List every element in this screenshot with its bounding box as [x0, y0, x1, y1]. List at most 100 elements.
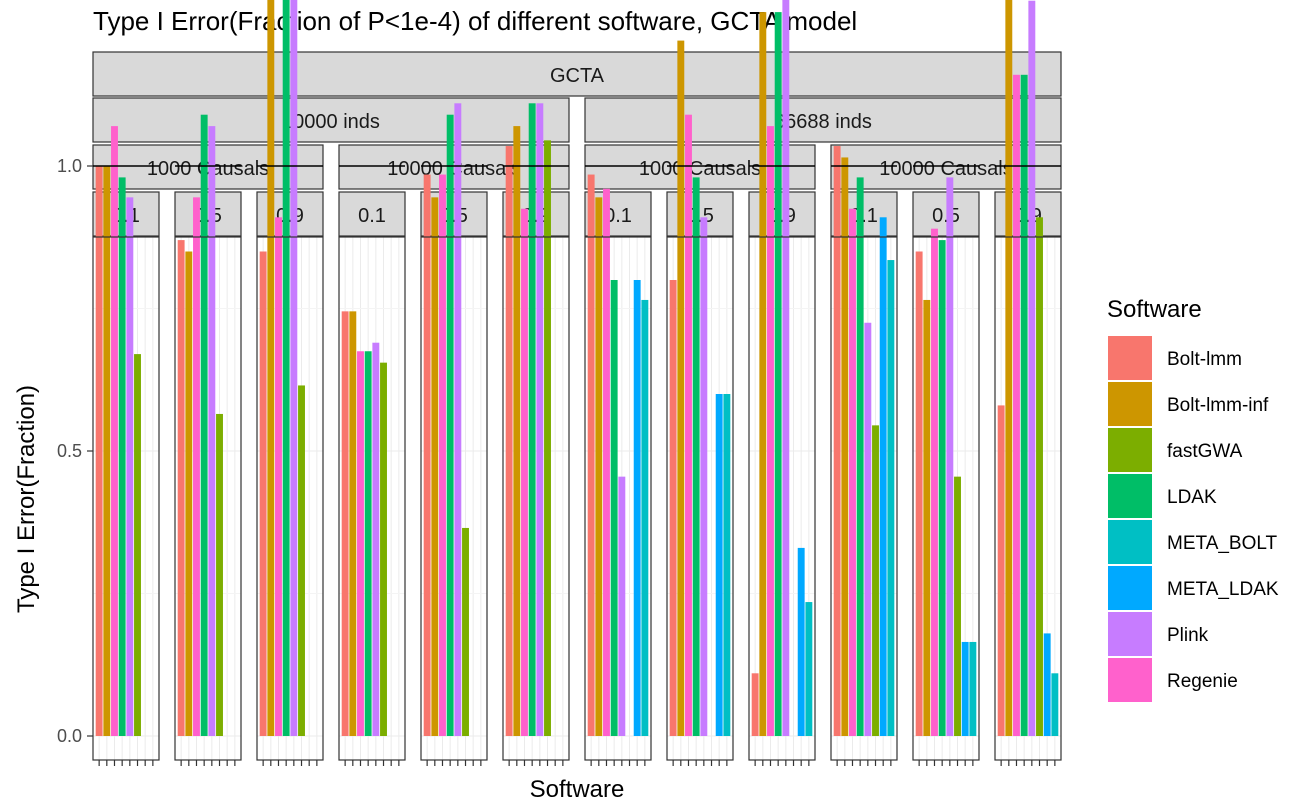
bar-plink — [536, 103, 544, 737]
legend-key-plink — [1108, 612, 1152, 656]
legend-label: Bolt-lmm-inf — [1167, 395, 1269, 416]
bar-bolt-lmm-inf — [267, 0, 275, 736]
bar-ldak — [774, 12, 782, 737]
bar-bolt-lmm — [341, 311, 349, 736]
bar-bolt-lmm — [587, 174, 595, 737]
legend-label: META_BOLT — [1167, 533, 1278, 554]
bar-plink — [454, 103, 462, 737]
bar-ldak — [856, 177, 864, 736]
bar-fastgwa — [872, 425, 879, 736]
bar-meta_ldak — [1043, 633, 1051, 736]
strip-panel — [174, 191, 242, 237]
bar-bolt-lmm-inf — [1005, 0, 1013, 737]
bar-ldak — [200, 114, 208, 736]
y-axis: 0.00.51.01.5 — [57, 156, 93, 746]
legend-key-regenie — [1108, 658, 1152, 702]
strip-panel-label: 0.5 — [932, 205, 960, 227]
bar-ldak — [938, 240, 946, 736]
legend-label: META_LDAK — [1167, 579, 1279, 600]
bar-bolt-lmm — [95, 166, 103, 736]
legend-key-ldak — [1108, 474, 1152, 518]
facet-panels — [92, 0, 1062, 766]
panel — [584, 165, 652, 766]
strip-group — [584, 97, 1062, 143]
bar-fastgwa — [462, 527, 469, 736]
bar-regenie — [849, 208, 856, 736]
strip-model-label: GCTA — [550, 65, 605, 87]
panel — [666, 40, 734, 766]
bar-bolt-lmm-inf — [595, 197, 603, 737]
bar-meta_bolt — [887, 260, 895, 736]
legend-key-bolt-lmm — [1108, 336, 1152, 380]
y-tick-label: 1.0 — [57, 156, 82, 176]
strip-group-label: 66688 inds — [774, 111, 872, 133]
panel-border — [748, 236, 816, 761]
bar-ldak — [1020, 74, 1028, 737]
legend-label: Regenie — [1167, 671, 1238, 692]
bar-ldak — [118, 177, 126, 736]
bar-regenie — [685, 114, 692, 736]
bar-plink — [700, 217, 708, 737]
bar-plink — [372, 342, 380, 736]
bar-bolt-lmm — [505, 146, 513, 737]
bar-regenie — [767, 126, 774, 737]
bar-meta_ldak — [633, 280, 641, 736]
panel-border — [256, 236, 324, 761]
panel-background — [93, 237, 159, 760]
strip-group-label: 10000 inds — [282, 111, 380, 133]
bar-plink — [208, 126, 216, 737]
y-axis-title: Type I Error(Fraction) — [13, 385, 40, 613]
panel-border — [502, 236, 570, 761]
bar-meta_bolt — [805, 602, 813, 736]
panel-background — [175, 237, 241, 760]
bar-bolt-lmm — [177, 240, 185, 736]
panel — [256, 0, 324, 766]
bar-bolt-lmm — [833, 146, 841, 737]
legend-label: Bolt-lmm — [1167, 349, 1242, 370]
bar-regenie — [357, 351, 364, 736]
bar-ldak — [364, 351, 372, 736]
strip-panel-label: 0.1 — [358, 205, 386, 227]
bar-bolt-lmm-inf — [431, 197, 439, 737]
bar-bolt-lmm-inf — [841, 157, 849, 736]
bar-fastgwa — [298, 385, 305, 736]
bar-plink — [1028, 0, 1036, 736]
panel — [92, 126, 160, 766]
bar-bolt-lmm-inf — [759, 12, 767, 737]
legend-title: Software — [1107, 296, 1202, 323]
panel — [338, 165, 406, 766]
bar-plink — [126, 197, 134, 737]
panel-border — [584, 236, 652, 761]
bar-bolt-lmm — [669, 280, 677, 736]
bar-bolt-lmm — [751, 673, 759, 736]
panel-border — [338, 236, 406, 761]
bar-ldak — [692, 177, 700, 736]
panel-background — [749, 237, 815, 760]
bar-regenie — [931, 228, 938, 736]
legend-key-bolt-lmm-inf — [1108, 382, 1152, 426]
strip-panel — [338, 191, 406, 237]
bar-fastgwa — [954, 476, 961, 736]
panel — [912, 165, 980, 766]
bar-meta_ldak — [961, 641, 969, 736]
y-tick-label: 0.5 — [57, 441, 82, 461]
panel — [748, 0, 816, 766]
panel-background — [257, 237, 323, 760]
bar-meta_bolt — [969, 641, 977, 736]
panel-background — [667, 237, 733, 760]
panel-background — [339, 237, 405, 760]
panel-background — [831, 237, 897, 760]
panel-border — [994, 236, 1062, 761]
panel-background — [995, 237, 1061, 760]
legend: Software Bolt-lmm Bolt-lmm-inf fastGWA LDAK… — [1107, 296, 1279, 702]
bar-meta_ldak — [715, 394, 723, 736]
bar-bolt-lmm-inf — [185, 251, 193, 736]
y-tick-label: 0.0 — [57, 726, 82, 746]
bar-plink — [618, 476, 626, 736]
legend-key-meta_ldak — [1108, 566, 1152, 610]
panel-border — [420, 236, 488, 761]
bar-ldak — [282, 0, 290, 736]
legend-label: Plink — [1167, 625, 1209, 646]
bar-bolt-lmm-inf — [677, 40, 685, 737]
